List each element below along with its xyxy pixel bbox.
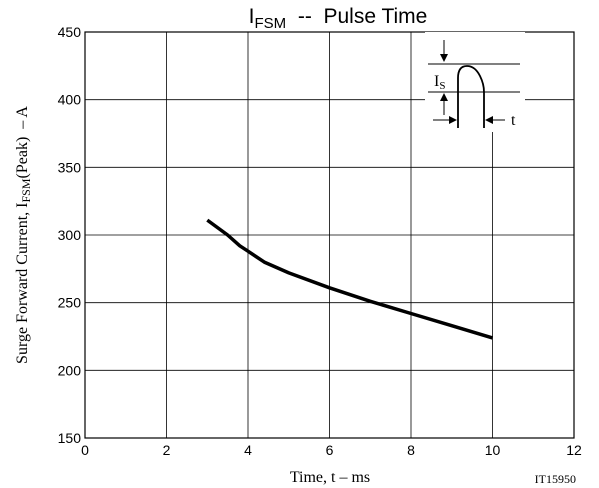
x-tick-label: 0 [81, 442, 89, 458]
inset-peak-arrow-icon [440, 54, 448, 62]
x-tick-label: 12 [566, 442, 582, 458]
y-tick-label: 450 [58, 24, 82, 40]
x-tick-labels: 0 2 4 6 8 10 12 [81, 442, 582, 458]
series-line [206, 218, 494, 340]
inset-pulse-shape [457, 65, 485, 128]
chart-title: IFSM -- Pulse Time [249, 5, 428, 32]
x-tick-label: 10 [485, 442, 501, 458]
x-tick-label: 2 [163, 442, 171, 458]
data-series [206, 218, 494, 340]
inset-width-arrow-left-icon [449, 116, 457, 124]
x-tick-label: 4 [244, 442, 252, 458]
y-tick-label: 250 [58, 295, 82, 311]
figure-id: IT15950 [535, 472, 576, 486]
inset-is-label: IS [434, 73, 445, 92]
inset-width-arrow-right-icon [485, 116, 493, 124]
y-tick-label: 350 [58, 159, 82, 175]
y-tick-label: 200 [58, 362, 82, 378]
inset-time-label: t [511, 112, 516, 129]
pulse-waveform-inset: IS t [425, 32, 525, 132]
x-tick-label: 6 [326, 442, 334, 458]
x-axis-label: Time, t – ms [290, 469, 370, 486]
y-tick-labels: 150 200 250 300 350 400 450 [58, 24, 82, 446]
plot-frame [84, 31, 575, 439]
y-tick-label: 150 [58, 430, 82, 446]
y-axis-label: Surge Forward Current, IFSM(Peak) – A [14, 106, 33, 364]
inset-background [425, 32, 525, 132]
y-tick-label: 400 [58, 92, 82, 108]
x-tick-label: 8 [407, 442, 415, 458]
y-tick-label: 300 [58, 227, 82, 243]
inset-base-arrow-icon [440, 93, 448, 101]
